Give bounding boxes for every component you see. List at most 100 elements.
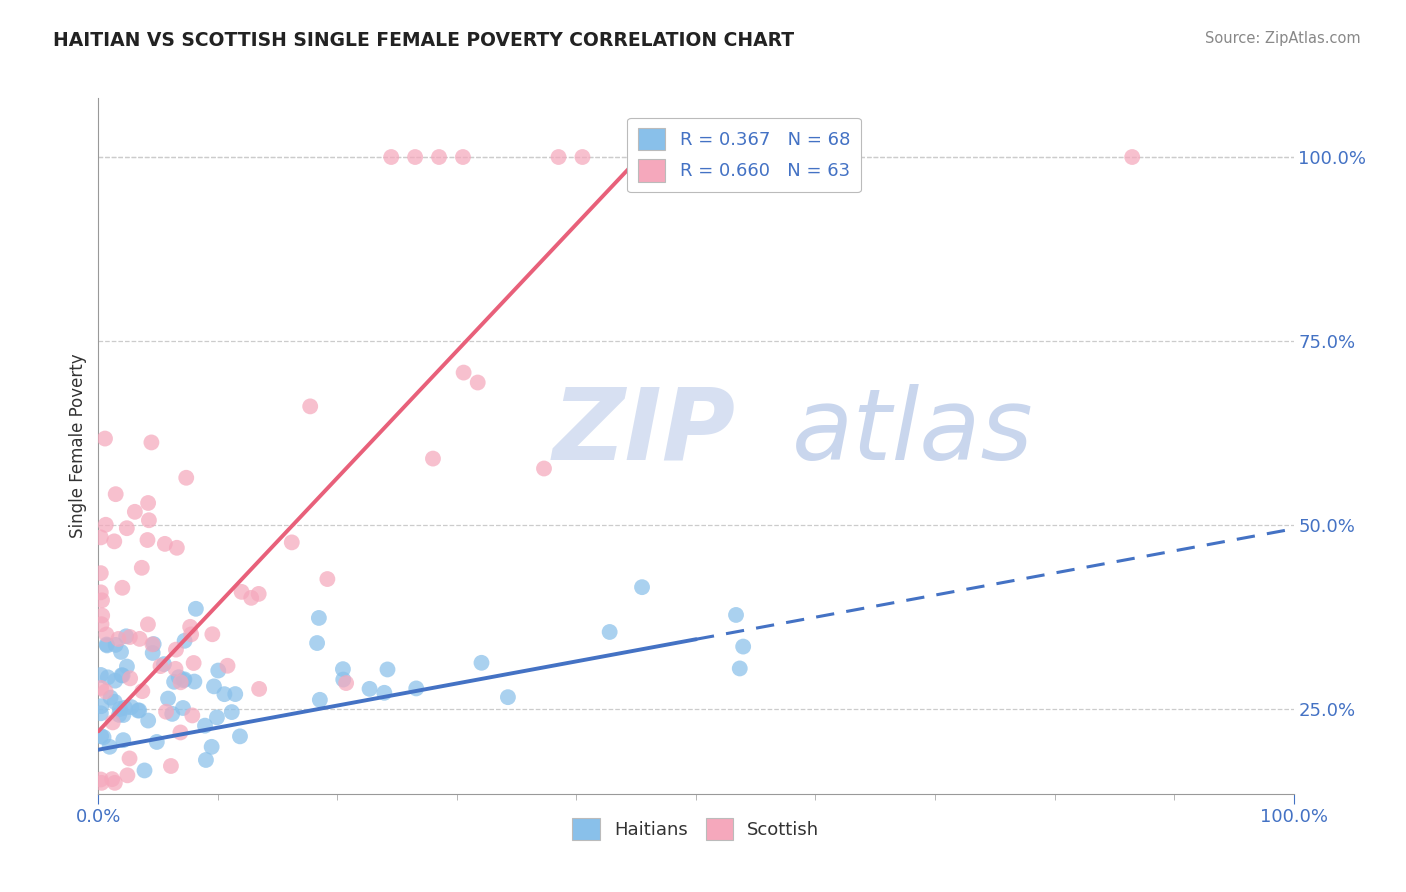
Point	[136, 617, 159, 632]
Point	[173, 673, 195, 687]
Point	[308, 611, 330, 625]
Point	[207, 664, 229, 678]
Point	[101, 715, 124, 730]
Point	[112, 708, 135, 723]
Point	[118, 630, 141, 644]
Point	[114, 701, 136, 715]
Point	[110, 645, 132, 659]
Point	[173, 673, 195, 688]
Point	[97, 670, 120, 684]
Point	[138, 513, 160, 527]
Point	[194, 719, 217, 733]
Point	[247, 681, 270, 696]
Point	[496, 690, 519, 705]
Point	[90, 585, 112, 599]
Point	[427, 150, 450, 164]
Point	[160, 759, 183, 773]
Point	[124, 505, 146, 519]
Text: Source: ZipAtlas.com: Source: ZipAtlas.com	[1205, 31, 1361, 46]
Point	[142, 646, 165, 660]
Point	[108, 707, 131, 722]
Point	[181, 708, 204, 723]
Point	[112, 733, 135, 747]
Point	[134, 764, 156, 778]
Point	[169, 725, 191, 739]
Point	[183, 674, 205, 689]
Point	[173, 633, 195, 648]
Point	[165, 642, 187, 657]
Point	[205, 710, 228, 724]
Point	[728, 661, 751, 675]
Point	[165, 662, 187, 676]
Point	[377, 663, 399, 677]
Point	[118, 751, 141, 765]
Point	[104, 673, 127, 688]
Point	[100, 690, 122, 705]
Y-axis label: Single Female Poverty: Single Female Poverty	[69, 354, 87, 538]
Point	[453, 366, 475, 380]
Point	[107, 632, 129, 646]
Point	[153, 657, 176, 672]
Point	[94, 684, 117, 698]
Point	[308, 693, 330, 707]
Point	[724, 607, 747, 622]
Point	[571, 150, 593, 164]
Point	[224, 687, 246, 701]
Point	[104, 776, 127, 790]
Point	[120, 700, 142, 714]
Point	[94, 432, 117, 446]
Point	[172, 701, 194, 715]
Point	[90, 566, 112, 581]
Point	[98, 739, 121, 754]
Point	[157, 691, 180, 706]
Point	[184, 602, 207, 616]
Point	[108, 702, 131, 716]
Point	[90, 681, 112, 695]
Legend: Haitians, Scottish: Haitians, Scottish	[565, 811, 827, 847]
Point	[229, 729, 252, 743]
Point	[167, 670, 190, 684]
Point	[96, 627, 118, 641]
Point	[240, 591, 263, 605]
Point	[136, 714, 159, 728]
Point	[467, 376, 489, 390]
Point	[214, 687, 236, 701]
Point	[332, 673, 354, 687]
Point	[405, 681, 427, 696]
Point	[231, 585, 253, 599]
Text: ZIP: ZIP	[553, 384, 735, 481]
Point	[91, 608, 114, 623]
Point	[104, 487, 127, 501]
Point	[104, 638, 127, 652]
Point	[470, 656, 492, 670]
Point	[111, 668, 134, 682]
Point	[90, 772, 112, 787]
Point	[136, 533, 159, 547]
Point	[120, 671, 142, 685]
Point	[115, 659, 138, 673]
Point	[194, 753, 217, 767]
Point	[169, 675, 191, 690]
Point	[247, 587, 270, 601]
Point	[166, 541, 188, 555]
Point	[217, 658, 239, 673]
Point	[733, 640, 755, 654]
Point	[136, 496, 159, 510]
Point	[155, 705, 177, 719]
Point	[307, 636, 329, 650]
Point	[115, 629, 138, 643]
Point	[90, 699, 112, 714]
Point	[359, 681, 381, 696]
Point	[91, 593, 114, 607]
Point	[201, 627, 224, 641]
Point	[96, 639, 118, 653]
Point	[179, 620, 201, 634]
Point	[174, 471, 197, 485]
Point	[332, 662, 354, 676]
Text: atlas: atlas	[792, 384, 1033, 481]
Point	[373, 686, 395, 700]
Point	[451, 150, 474, 164]
Point	[141, 435, 163, 450]
Point	[316, 572, 339, 586]
Point	[90, 776, 112, 790]
